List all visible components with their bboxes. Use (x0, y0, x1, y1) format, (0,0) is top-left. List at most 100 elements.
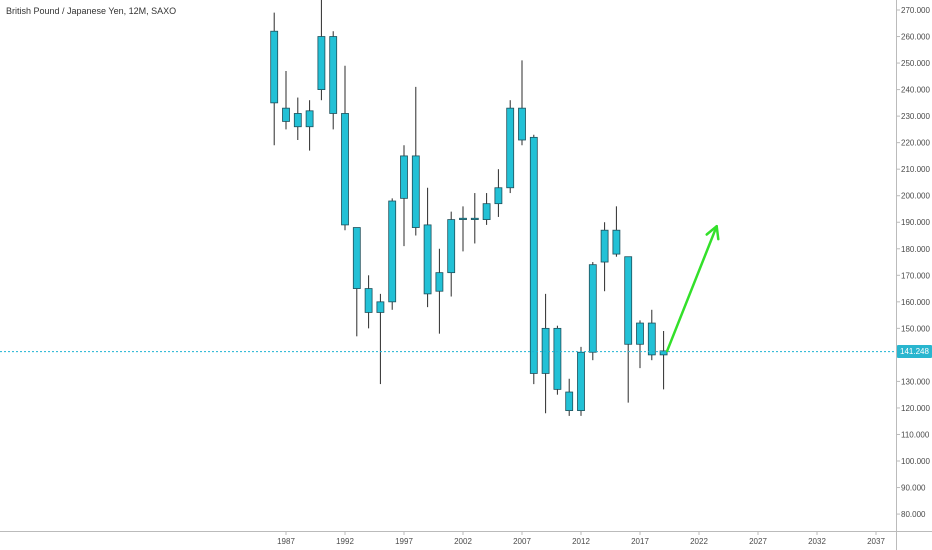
candle (352, 227, 361, 337)
candle (388, 198, 397, 310)
candle-body (400, 155, 408, 199)
candle-body (600, 229, 609, 263)
candle-body (282, 107, 290, 122)
chart-title: British Pound / Japanese Yen, 12M, SAXO (6, 6, 177, 16)
candle (624, 256, 633, 403)
y-tick-label: 170.000 (901, 271, 930, 280)
y-tick-label: 120.000 (901, 404, 930, 413)
candle-body (612, 229, 621, 255)
candle-body (305, 110, 314, 128)
y-tick-label: 230.000 (901, 112, 930, 121)
candle (282, 71, 290, 130)
y-tick-label: 150.000 (901, 324, 930, 333)
candle (447, 211, 456, 297)
candle (529, 134, 538, 385)
candle-body (494, 187, 503, 205)
candle-body (647, 322, 656, 356)
candle-body (659, 350, 668, 356)
x-tick-label: 2007 (513, 537, 531, 546)
arrow-shaft (665, 224, 718, 353)
candle-body (364, 288, 373, 313)
candle (435, 248, 444, 334)
candle-body (624, 256, 633, 345)
candle-body (518, 107, 526, 141)
x-tick-label: 2022 (690, 537, 708, 546)
candle-body (541, 327, 550, 374)
candle (577, 346, 585, 416)
y-tick-label: 220.000 (901, 139, 930, 148)
y-tick-label: 90.000 (901, 484, 926, 493)
candle-body (577, 351, 585, 412)
candle-body (447, 219, 456, 274)
candle (647, 309, 656, 361)
y-tick-label: 110.000 (901, 430, 930, 439)
y-tick-label: 180.000 (901, 245, 930, 254)
x-tick-label: 1997 (395, 537, 413, 546)
candle-body (470, 217, 479, 220)
y-tick-label: 100.000 (901, 457, 930, 466)
candle-body (506, 107, 515, 189)
candle (293, 97, 302, 140)
candle-body (565, 391, 574, 412)
y-tick-label: 240.000 (901, 86, 930, 95)
candle-body (270, 30, 279, 104)
candle (341, 65, 349, 231)
x-tick-label: 2032 (808, 537, 826, 546)
x-tick-label: 2002 (454, 537, 472, 546)
candle (270, 12, 279, 146)
candle-body (341, 113, 349, 226)
y-axis: 270.000 260.000 250.000 240.000 230.000 220.0… (896, 6, 930, 519)
candle-body (293, 113, 302, 128)
candle (565, 378, 574, 416)
candle-body (482, 203, 491, 220)
y-tick-label: 80.000 (901, 510, 926, 519)
candle-body (411, 155, 420, 228)
candle (482, 193, 491, 225)
x-tick-label: 2017 (631, 537, 649, 546)
candle (636, 320, 644, 369)
candle (423, 187, 432, 308)
candle (588, 262, 597, 361)
candle-body (459, 217, 467, 220)
candle (459, 206, 467, 252)
y-tick-label: 200.000 (901, 192, 930, 201)
x-tick-label: 2012 (572, 537, 590, 546)
current-price-tag: 141.248 (897, 345, 932, 359)
candle (506, 100, 515, 194)
y-tick-label: 210.000 (901, 165, 930, 174)
candle (364, 275, 373, 329)
candle-body (636, 322, 644, 345)
candle (376, 293, 385, 385)
y-tick-label: 270.000 (901, 6, 930, 15)
candle (494, 169, 503, 217)
candle (400, 145, 408, 247)
y-tick-label: 190.000 (901, 218, 930, 227)
x-tick-label: 2037 (867, 537, 885, 546)
candle-body (553, 327, 562, 390)
candle (612, 206, 621, 257)
y-tick-label: 130.000 (901, 377, 930, 386)
x-tick-label: 1992 (336, 537, 354, 546)
candle-body (376, 301, 385, 313)
candle-body (317, 36, 326, 90)
candle (470, 193, 479, 244)
candle (553, 325, 562, 395)
x-axis: 1987 1992 1997 2002 2007 2012 2017 2022 2027 2032… (277, 531, 885, 546)
candles-group (270, 0, 668, 416)
candle (541, 293, 550, 414)
candle-body (423, 224, 432, 295)
y-tick-label: 260.000 (901, 33, 930, 42)
candle (329, 31, 338, 130)
candle-body (352, 227, 361, 289)
x-tick-label: 1987 (277, 537, 295, 546)
y-tick-label: 160.000 (901, 298, 930, 307)
candle-body (435, 272, 444, 292)
candle-body (329, 36, 338, 114)
y-tick-label: 250.000 (901, 59, 930, 68)
candle-body (388, 200, 397, 303)
candle (518, 60, 526, 146)
x-tick-label: 2027 (749, 537, 767, 546)
candle (305, 100, 314, 151)
candle (411, 86, 420, 236)
